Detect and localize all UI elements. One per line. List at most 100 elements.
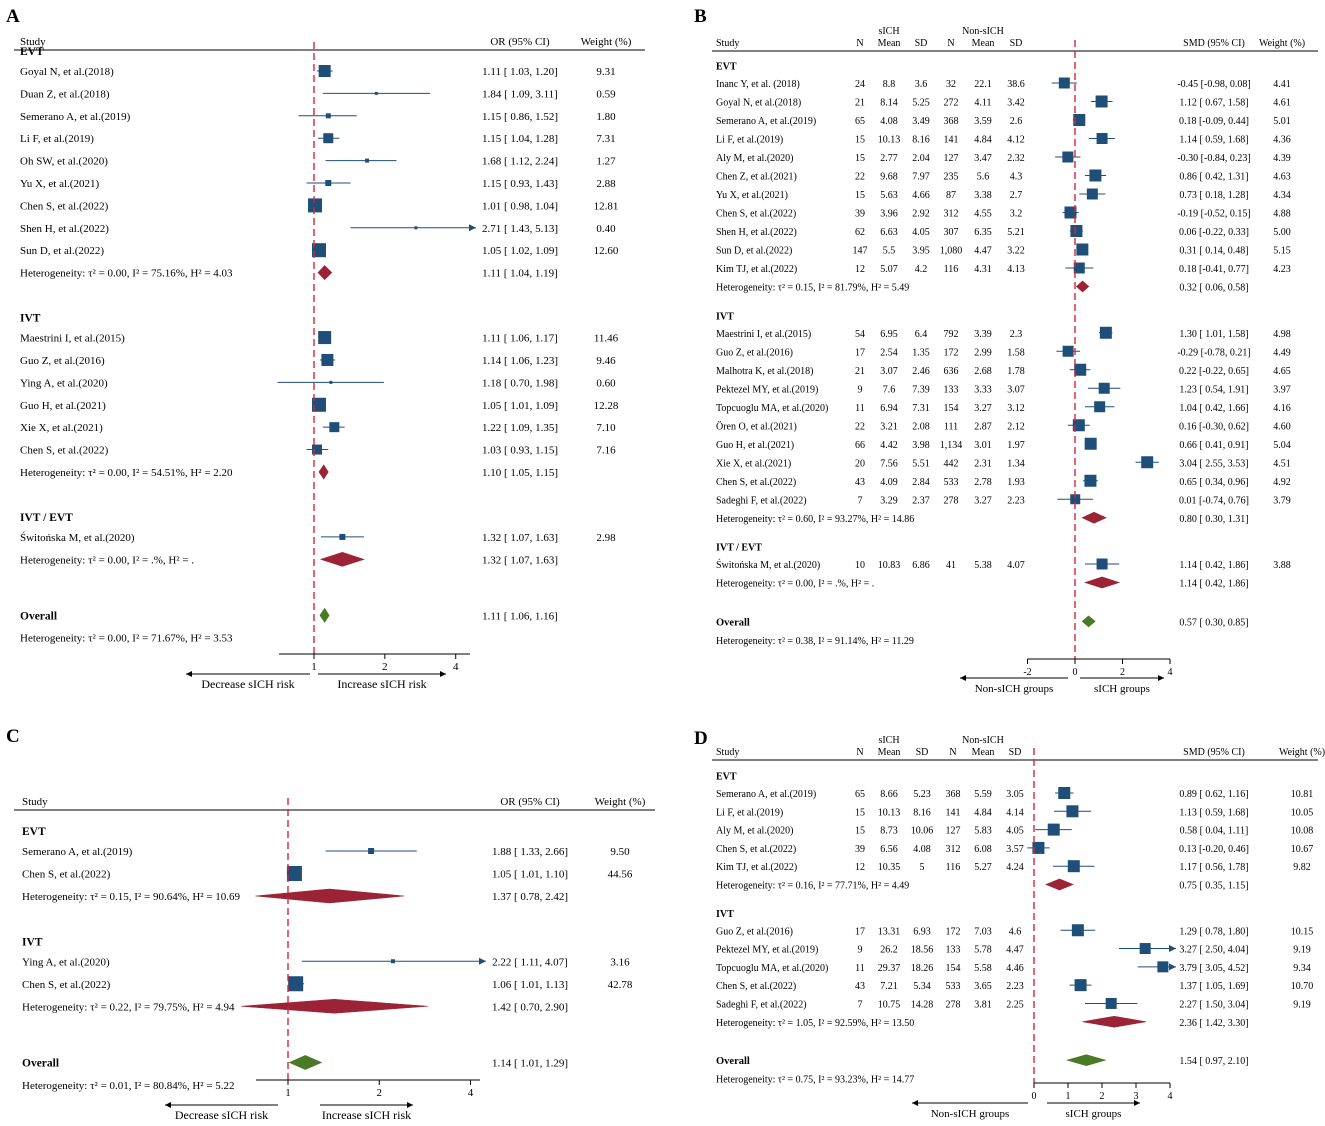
study-name: Świtońska M, et al.(2020) xyxy=(716,559,820,571)
study-stat-m1: 6.63 xyxy=(880,227,898,238)
group-heterogeneity: Heterogeneity: τ² = 0.60, I² = 93.27%, H… xyxy=(716,514,914,525)
study-ci: 1.37 [ 1.05, 1.69] xyxy=(1179,981,1248,992)
group-label: IVT xyxy=(716,909,734,920)
study-stat-n1: 62 xyxy=(855,227,865,238)
study-name: Semerano A, et al.(2019) xyxy=(716,789,816,800)
study-weight: 4.16 xyxy=(1273,403,1291,414)
study-box xyxy=(286,866,302,881)
study-weight: 4.41 xyxy=(1273,79,1291,90)
study-ci: -0.19 [-0.52, 0.15] xyxy=(1177,209,1250,220)
x-tick-label: 2 xyxy=(1120,667,1125,678)
group-heterogeneity: Heterogeneity: τ² = 0.16, I² = 77.71%, H… xyxy=(716,881,909,892)
study-name: Shen H, et al.(2022) xyxy=(716,227,797,238)
study-box xyxy=(1095,95,1108,108)
study-box xyxy=(1094,401,1106,413)
study-stat-s2: 4.14 xyxy=(1006,807,1024,818)
study-stat-m2: 6.08 xyxy=(974,844,992,855)
study-ci: 2.71 [ 1.43, 5.13] xyxy=(482,223,558,235)
study-ci: 1.04 [ 0.42, 1.66] xyxy=(1179,403,1248,414)
study-stat-s2: 3.22 xyxy=(1007,246,1025,257)
study-stat-n2: 278 xyxy=(946,999,961,1010)
study-weight: 4.61 xyxy=(1273,98,1291,109)
study-ci: 1.18 [ 0.70, 1.98] xyxy=(482,377,558,389)
header-study: Study xyxy=(716,747,739,758)
group-subtotal-diamond xyxy=(318,464,329,480)
group-subtotal-ci: 2.36 [ 1.42, 3.30] xyxy=(1179,1018,1248,1029)
study-weight: 9.34 xyxy=(1293,963,1311,974)
study-name: Chen S, et al.(2022) xyxy=(716,981,796,992)
study-weight: 10.70 xyxy=(1291,981,1314,992)
study-stat-m2: 5.59 xyxy=(974,789,992,800)
study-stat-s2: 2.23 xyxy=(1006,981,1024,992)
panel-label: A xyxy=(6,6,20,27)
group-subtotal-ci: 0.75 [ 0.35, 1.15] xyxy=(1179,881,1248,892)
group-label: EVT xyxy=(22,826,46,838)
study-stat-n2: 368 xyxy=(946,789,961,800)
study-box xyxy=(1072,419,1085,432)
footer-label-right: sICH groups xyxy=(1094,683,1150,695)
header-effect: SMD (95% CI) xyxy=(1183,747,1245,758)
study-stat-s2: 4.07 xyxy=(1007,560,1025,571)
study-stat-n1: 7 xyxy=(858,495,863,506)
study-weight: 5.15 xyxy=(1273,246,1291,257)
study-stat-m2: 5.27 xyxy=(974,862,992,873)
study-stat-n1: 39 xyxy=(855,844,865,855)
group-heterogeneity: Heterogeneity: τ² = 1.05, I² = 92.59%, H… xyxy=(716,1018,914,1029)
group-label: IVT / EVT xyxy=(20,512,73,524)
group-heterogeneity: Heterogeneity: τ² = 0.15, I² = 81.79%, H… xyxy=(716,283,909,294)
study-stat-n2: 32 xyxy=(946,79,956,90)
study-stat-s2: 2.3 xyxy=(1010,329,1023,340)
study-stat-m2: 5.6 xyxy=(977,172,990,183)
study-stat-s1: 3.98 xyxy=(912,440,930,451)
study-box xyxy=(288,976,304,992)
study-stat-n1: 7 xyxy=(858,999,863,1010)
study-stat-n2: 116 xyxy=(944,264,959,275)
overall-diamond xyxy=(319,607,330,623)
study-name: Shen H, et al.(2022) xyxy=(20,223,109,235)
study-stat-n2: 141 xyxy=(944,135,959,146)
study-ci: 1.32 [ 1.07, 1.63] xyxy=(482,532,558,544)
study-box xyxy=(390,959,395,964)
study-box xyxy=(1096,133,1108,144)
study-stat-s2: 1.78 xyxy=(1007,366,1025,377)
study-ci: 0.58 [ 0.04, 1.11] xyxy=(1180,826,1249,837)
study-stat-s1: 7.97 xyxy=(912,172,930,183)
study-name: Inanc Y, et al. (2018) xyxy=(716,79,800,90)
study-stat-m1: 4.42 xyxy=(880,440,898,451)
study-name: Yu X, et al.(2021) xyxy=(20,178,99,190)
header-study: Study xyxy=(716,38,739,49)
study-weight: 4.92 xyxy=(1273,477,1291,488)
study-stat-m1: 8.14 xyxy=(880,98,898,109)
study-name: Guo Z, et al.(2016) xyxy=(716,926,793,937)
study-stat-s2: 5.21 xyxy=(1007,227,1025,238)
study-stat-m1: 3.07 xyxy=(880,366,898,377)
study-stat-n1: 54 xyxy=(855,329,865,340)
study-box xyxy=(1089,169,1102,182)
study-ci-arrow xyxy=(479,957,486,965)
study-stat-m1: 10.35 xyxy=(878,862,901,873)
group-subtotal-diamond xyxy=(317,265,333,281)
study-stat-s1: 5.51 xyxy=(912,458,930,469)
study-ci: 0.89 [ 0.62, 1.16] xyxy=(1179,789,1248,800)
study-box xyxy=(329,380,333,384)
study-stat-m1: 4.08 xyxy=(880,116,898,127)
study-ci: 0.22 [-0.22, 0.65] xyxy=(1179,366,1249,377)
study-weight: 4.34 xyxy=(1273,190,1291,201)
group-subtotal-diamond xyxy=(319,552,365,567)
study-stat-m1: 3.96 xyxy=(880,209,898,220)
study-name: Maestrini I, et al.(2015) xyxy=(716,329,811,340)
panel-label: C xyxy=(6,726,20,747)
overall-heterogeneity: Heterogeneity: τ² = 0.00, I² = 71.67%, H… xyxy=(20,633,233,645)
study-box xyxy=(1062,345,1074,357)
header-n: N xyxy=(949,747,956,758)
study-ci: 0.18 [-0.09, 0.44] xyxy=(1179,116,1249,127)
study-box xyxy=(1157,961,1169,973)
study-stat-n2: 141 xyxy=(946,807,961,818)
study-weight: 9.19 xyxy=(1293,999,1311,1010)
x-tick-label: 4 xyxy=(468,1087,474,1099)
group-heterogeneity: Heterogeneity: τ² = 0.22, I² = 79.75%, H… xyxy=(22,1001,235,1013)
study-weight: 3.97 xyxy=(1273,384,1291,395)
study-stat-m1: 8.73 xyxy=(880,826,898,837)
study-weight: 5.00 xyxy=(1273,227,1291,238)
study-box xyxy=(1032,841,1045,854)
